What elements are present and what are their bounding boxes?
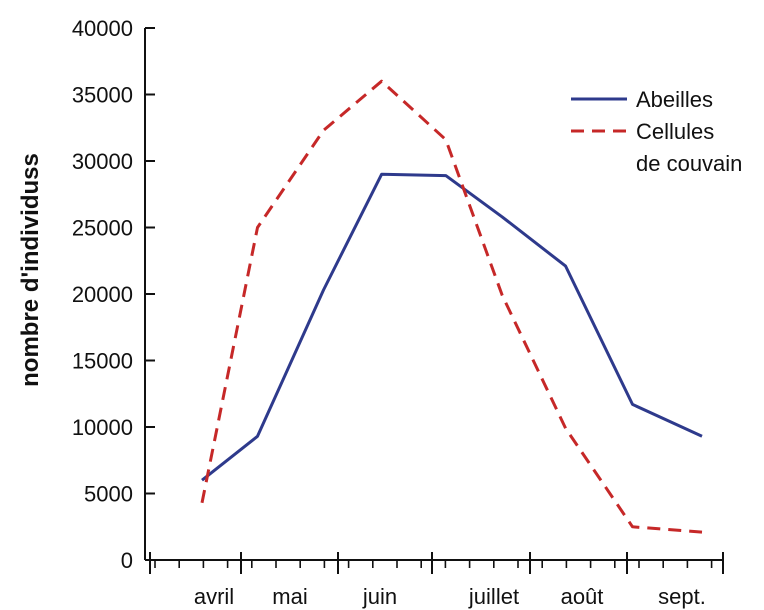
x-tick-label: sept.	[658, 584, 706, 609]
x-tick-label: juillet	[468, 584, 519, 609]
y-tick-label: 5000	[84, 482, 133, 507]
y-tick-label: 15000	[72, 349, 133, 374]
legend-label-abeilles: Abeilles	[636, 87, 713, 112]
x-tick-labels: avril mai juin juillet août sept.	[149, 552, 724, 609]
y-tick-label: 25000	[72, 216, 133, 241]
y-tick-label: 0	[121, 548, 133, 573]
y-tick-label: 30000	[72, 149, 133, 174]
x-tick-label: avril	[194, 584, 234, 609]
y-ticks: 0 5000 10000 15000 20000 25000 30000 35000 40000	[72, 16, 155, 573]
x-tick-label: juin	[362, 584, 397, 609]
y-tick-label: 10000	[72, 415, 133, 440]
x-tick-label: mai	[272, 584, 307, 609]
series-line-cellules-de-couvain	[200, 79, 703, 534]
legend-label-de-couvain: de couvain	[636, 151, 742, 176]
legend: Abeilles Cellules de couvain	[571, 87, 742, 176]
x-tick-label: août	[561, 584, 604, 609]
series-line-abeilles	[201, 172, 703, 482]
y-tick-label: 40000	[72, 16, 133, 41]
series-lines	[200, 79, 703, 534]
y-tick-label: 20000	[72, 282, 133, 307]
y-tick-label: 35000	[72, 83, 133, 108]
y-axis-title: nombre d'individuss	[17, 153, 44, 387]
legend-label-cellules: Cellules	[636, 119, 714, 144]
